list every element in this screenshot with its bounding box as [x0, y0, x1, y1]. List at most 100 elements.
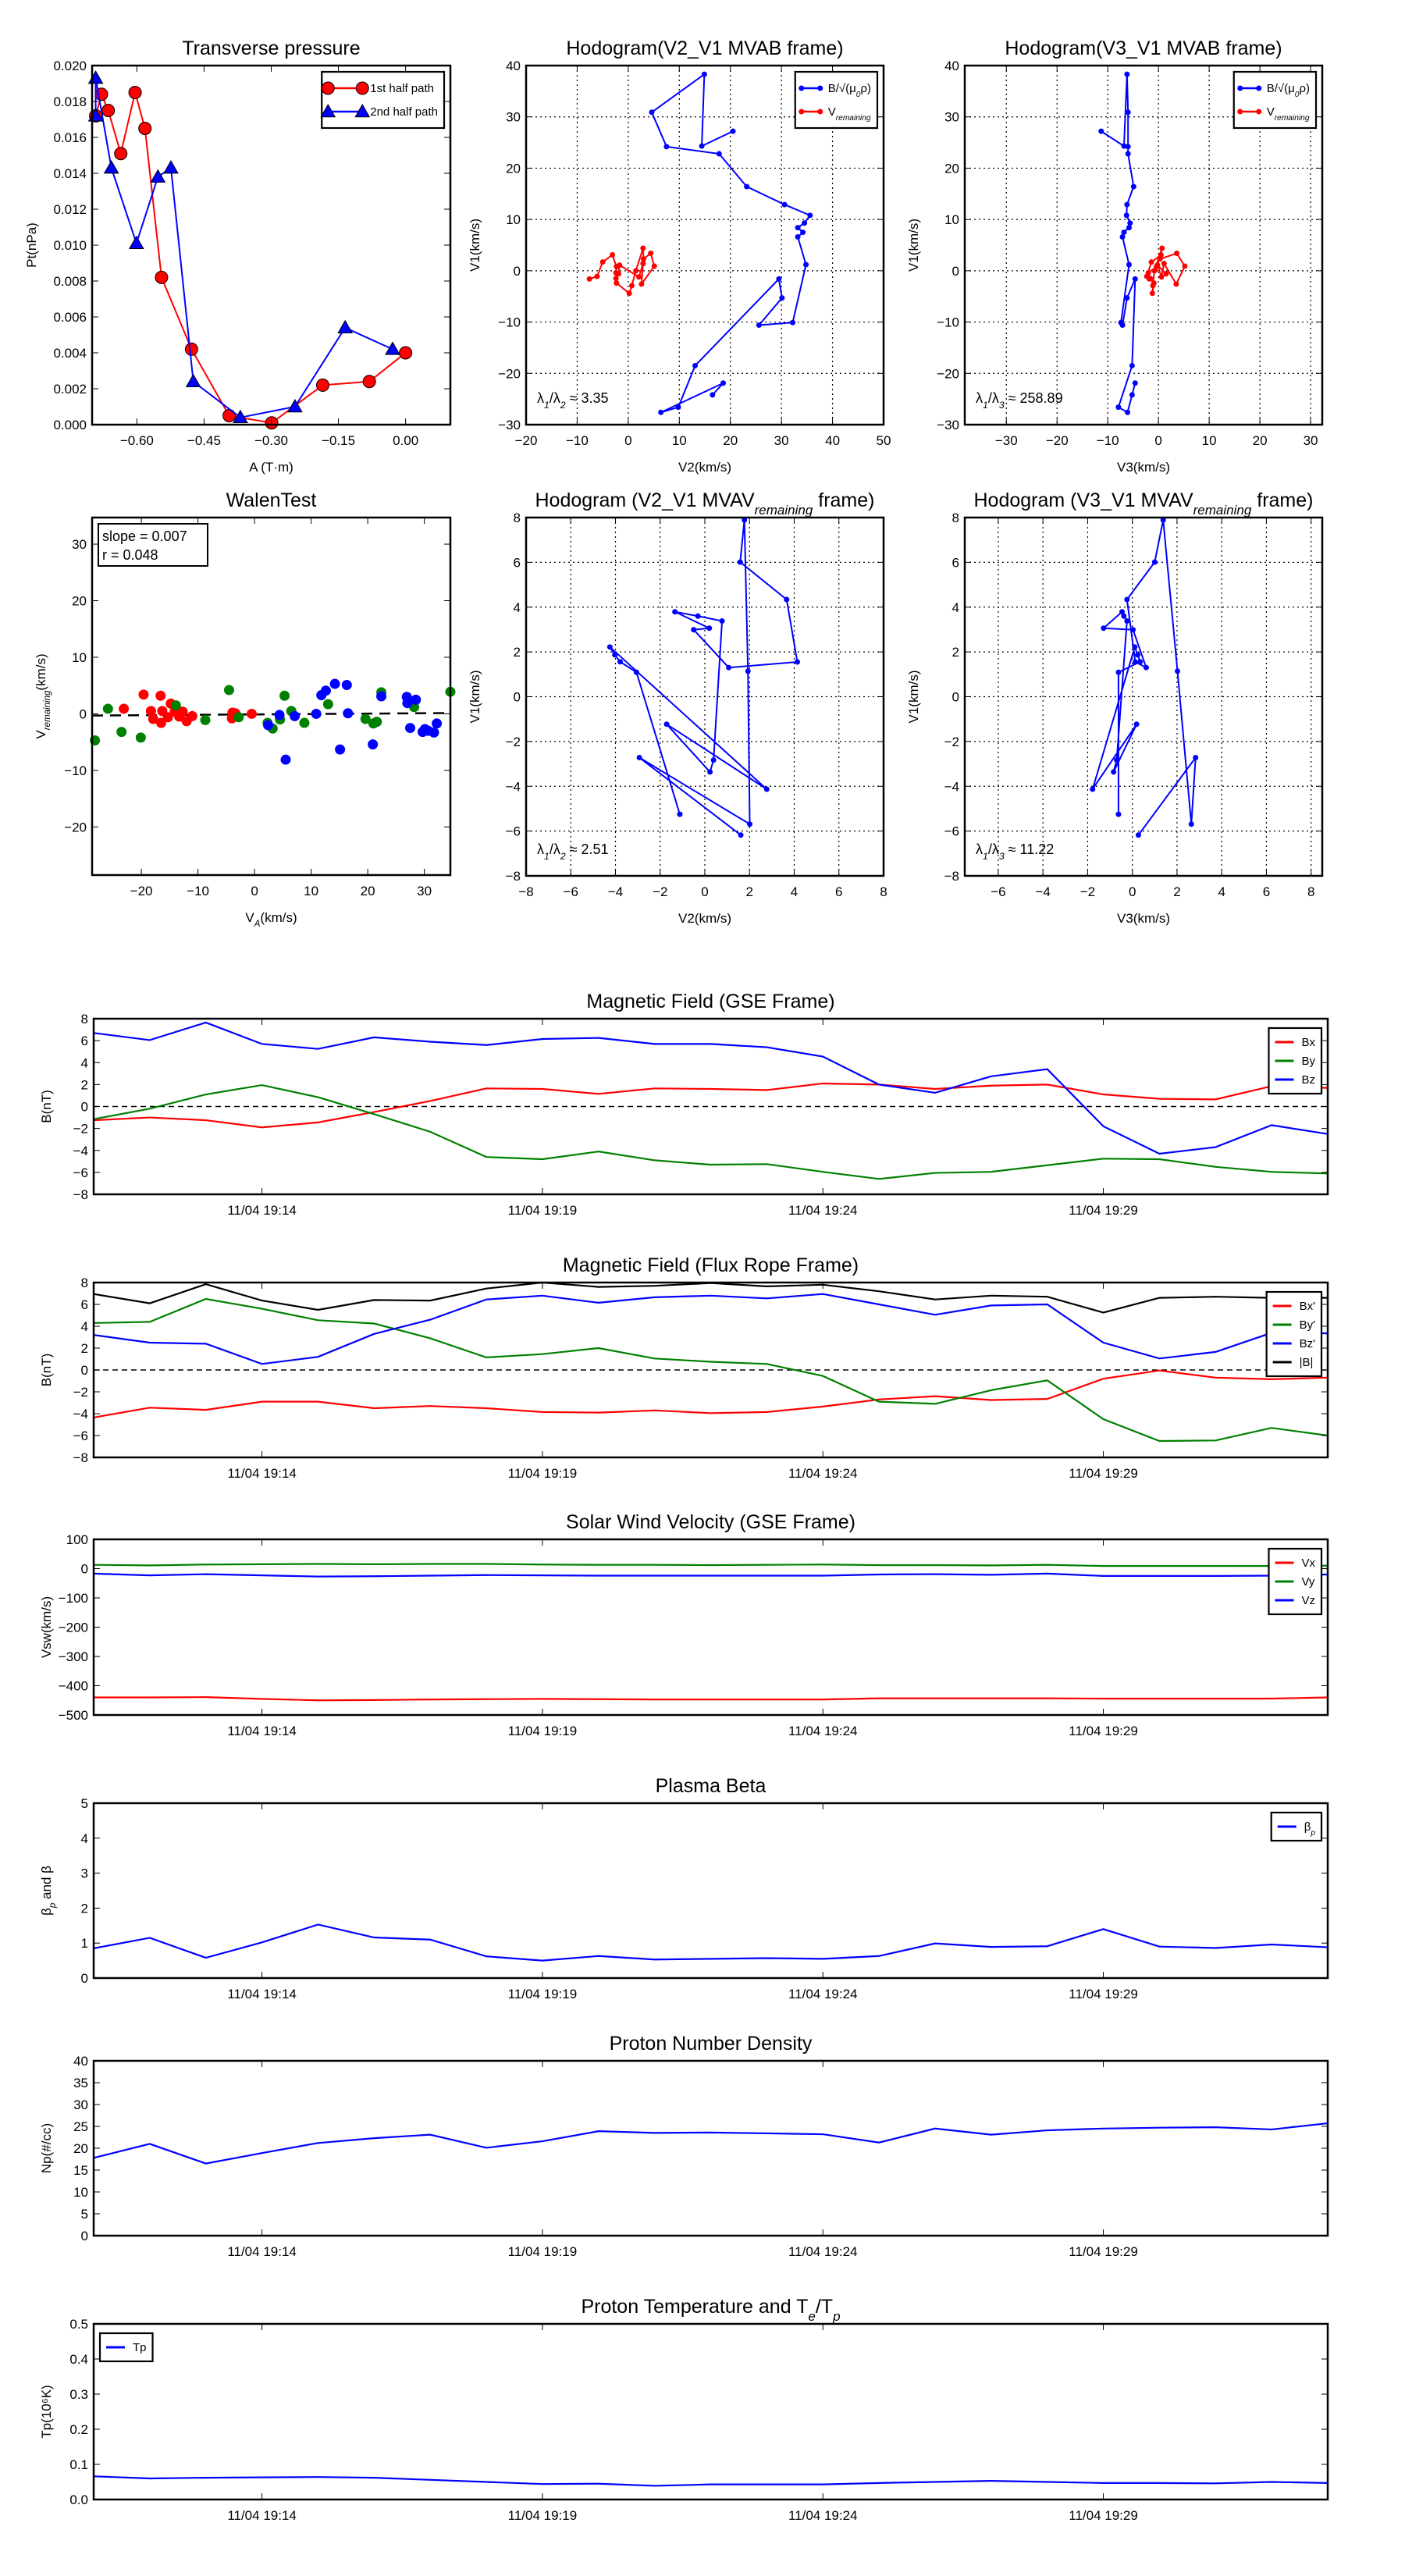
x-tick-label: −0.15	[322, 433, 355, 448]
legend: Bx' By' Bz' |B|	[1265, 1290, 1323, 1378]
x-tick-label: 0	[701, 884, 708, 899]
dot-marker	[1188, 821, 1194, 827]
walen-fit-line	[91, 712, 451, 717]
legend-label: Bx'	[1300, 1300, 1316, 1313]
dot-marker	[614, 280, 620, 286]
series-line	[93, 1021, 1329, 1155]
series-vx	[94, 1696, 1329, 1702]
dot-marker	[1132, 659, 1138, 665]
y-tick-label: 10	[506, 212, 521, 227]
dot-marker	[800, 229, 806, 236]
dot-marker	[606, 644, 613, 650]
y-tick-label: −4	[944, 779, 959, 794]
dot-marker	[1137, 659, 1144, 665]
y-tick-label: −8	[506, 869, 521, 884]
axes-frame	[92, 2322, 1329, 2501]
legend-frame	[794, 70, 879, 130]
dot-marker	[1115, 669, 1122, 675]
x-tick-label: 11/04 19:24	[788, 1724, 858, 1738]
legend: B/√(μ0ρ) Vremaining	[794, 70, 879, 130]
dot-marker	[817, 85, 823, 91]
legend-label: Vremaining	[1267, 105, 1310, 123]
dot-marker	[617, 659, 624, 665]
circle-marker	[157, 706, 168, 717]
y-axis-label: Pt(nPa)	[24, 222, 39, 268]
x-tick-label: −2	[653, 884, 667, 899]
dot-marker	[1125, 151, 1131, 157]
legend: Tp	[98, 2332, 154, 2363]
y-tick-label: 0.000	[53, 418, 87, 432]
dot-marker	[692, 362, 699, 368]
circle-marker	[432, 718, 443, 729]
chart-title: Hodogram (V2_V1 MVAVremaining frame)	[535, 489, 875, 518]
dot-marker	[1256, 85, 1262, 91]
dot-marker	[710, 757, 717, 763]
dot-marker	[1111, 769, 1117, 775]
dot-marker	[802, 220, 808, 226]
eigenvalue-ratio-annotation: λ1/λ3 ≈ 258.89	[976, 390, 1063, 411]
circle-marker	[368, 739, 379, 750]
axes-frame	[525, 64, 885, 426]
dot-marker	[1135, 832, 1141, 838]
dot-marker	[1121, 613, 1127, 619]
series-line	[94, 91, 407, 424]
x-tick-label: 2	[1173, 884, 1180, 899]
dot-marker	[720, 380, 727, 386]
dot-marker	[638, 281, 645, 287]
dot-marker	[1130, 183, 1136, 190]
x-tick-label: −10	[187, 884, 209, 898]
circle-marker	[119, 703, 130, 714]
y-tick-label: 0.016	[53, 130, 87, 145]
y-tick-label: −6	[73, 1429, 88, 1443]
dot-marker	[710, 392, 716, 398]
dot-marker	[1124, 71, 1130, 77]
y-tick-label: −8	[944, 869, 959, 884]
dot-marker	[613, 276, 619, 282]
y-axis-label: Vremaining(km/s)	[34, 653, 52, 738]
dot-marker	[640, 261, 646, 267]
y-tick-label: −6	[73, 1165, 88, 1180]
x-tick-label: 11/04 19:19	[508, 1987, 578, 2001]
x-tick-label: 4	[1218, 884, 1225, 899]
circle-marker	[155, 717, 166, 728]
dot-marker	[1163, 271, 1169, 277]
y-tick-label: 0	[81, 2229, 88, 2243]
y-tick-label: 0.3	[69, 2387, 88, 2402]
y-tick-label: 0	[80, 706, 87, 721]
dot-marker	[594, 273, 600, 279]
y-tick-label: 5	[81, 1796, 88, 1811]
series-line	[93, 1293, 1329, 1365]
x-tick-label: −10	[566, 433, 589, 448]
y-tick-label: −6	[506, 824, 521, 839]
dot-marker	[699, 143, 705, 149]
y-tick-label: −400	[59, 1679, 88, 1694]
y-tick-label: 0.4	[69, 2352, 88, 2367]
dot-marker	[1119, 609, 1126, 615]
x-tick-label: −6	[991, 884, 1005, 899]
series-bz	[93, 1293, 1329, 1365]
y-tick-label: −30	[498, 418, 521, 432]
y-tick-label: 0	[81, 1971, 88, 1986]
x-tick-label: 11/04 19:24	[788, 1987, 858, 2001]
circle-marker	[343, 708, 354, 719]
dot-marker	[615, 271, 621, 277]
dot-marker	[738, 832, 744, 838]
x-axis-label: V2(km/s)	[678, 911, 731, 926]
dot-marker	[1158, 274, 1165, 280]
circle-marker	[187, 710, 197, 721]
dot-marker	[1119, 233, 1126, 240]
x-tick-label: −8	[518, 884, 533, 899]
x-tick-label: 20	[361, 884, 375, 898]
circle-marker	[101, 104, 116, 117]
circle-marker	[362, 375, 376, 389]
circle-marker	[177, 706, 188, 717]
y-tick-label: 8	[81, 1012, 88, 1026]
chart-bfr: 11/04 19:14 11/04 19:19 11/04 19:24 11/04 1…	[39, 1254, 1329, 1481]
dot-marker	[1101, 625, 1107, 632]
dot-marker	[691, 627, 697, 633]
legend-label: By'	[1300, 1318, 1316, 1332]
y-axis-label: βp and β	[39, 1866, 58, 1916]
dot-marker	[1157, 256, 1163, 262]
y-tick-label: 0	[514, 264, 521, 279]
y-tick-label: 0.006	[53, 310, 87, 325]
